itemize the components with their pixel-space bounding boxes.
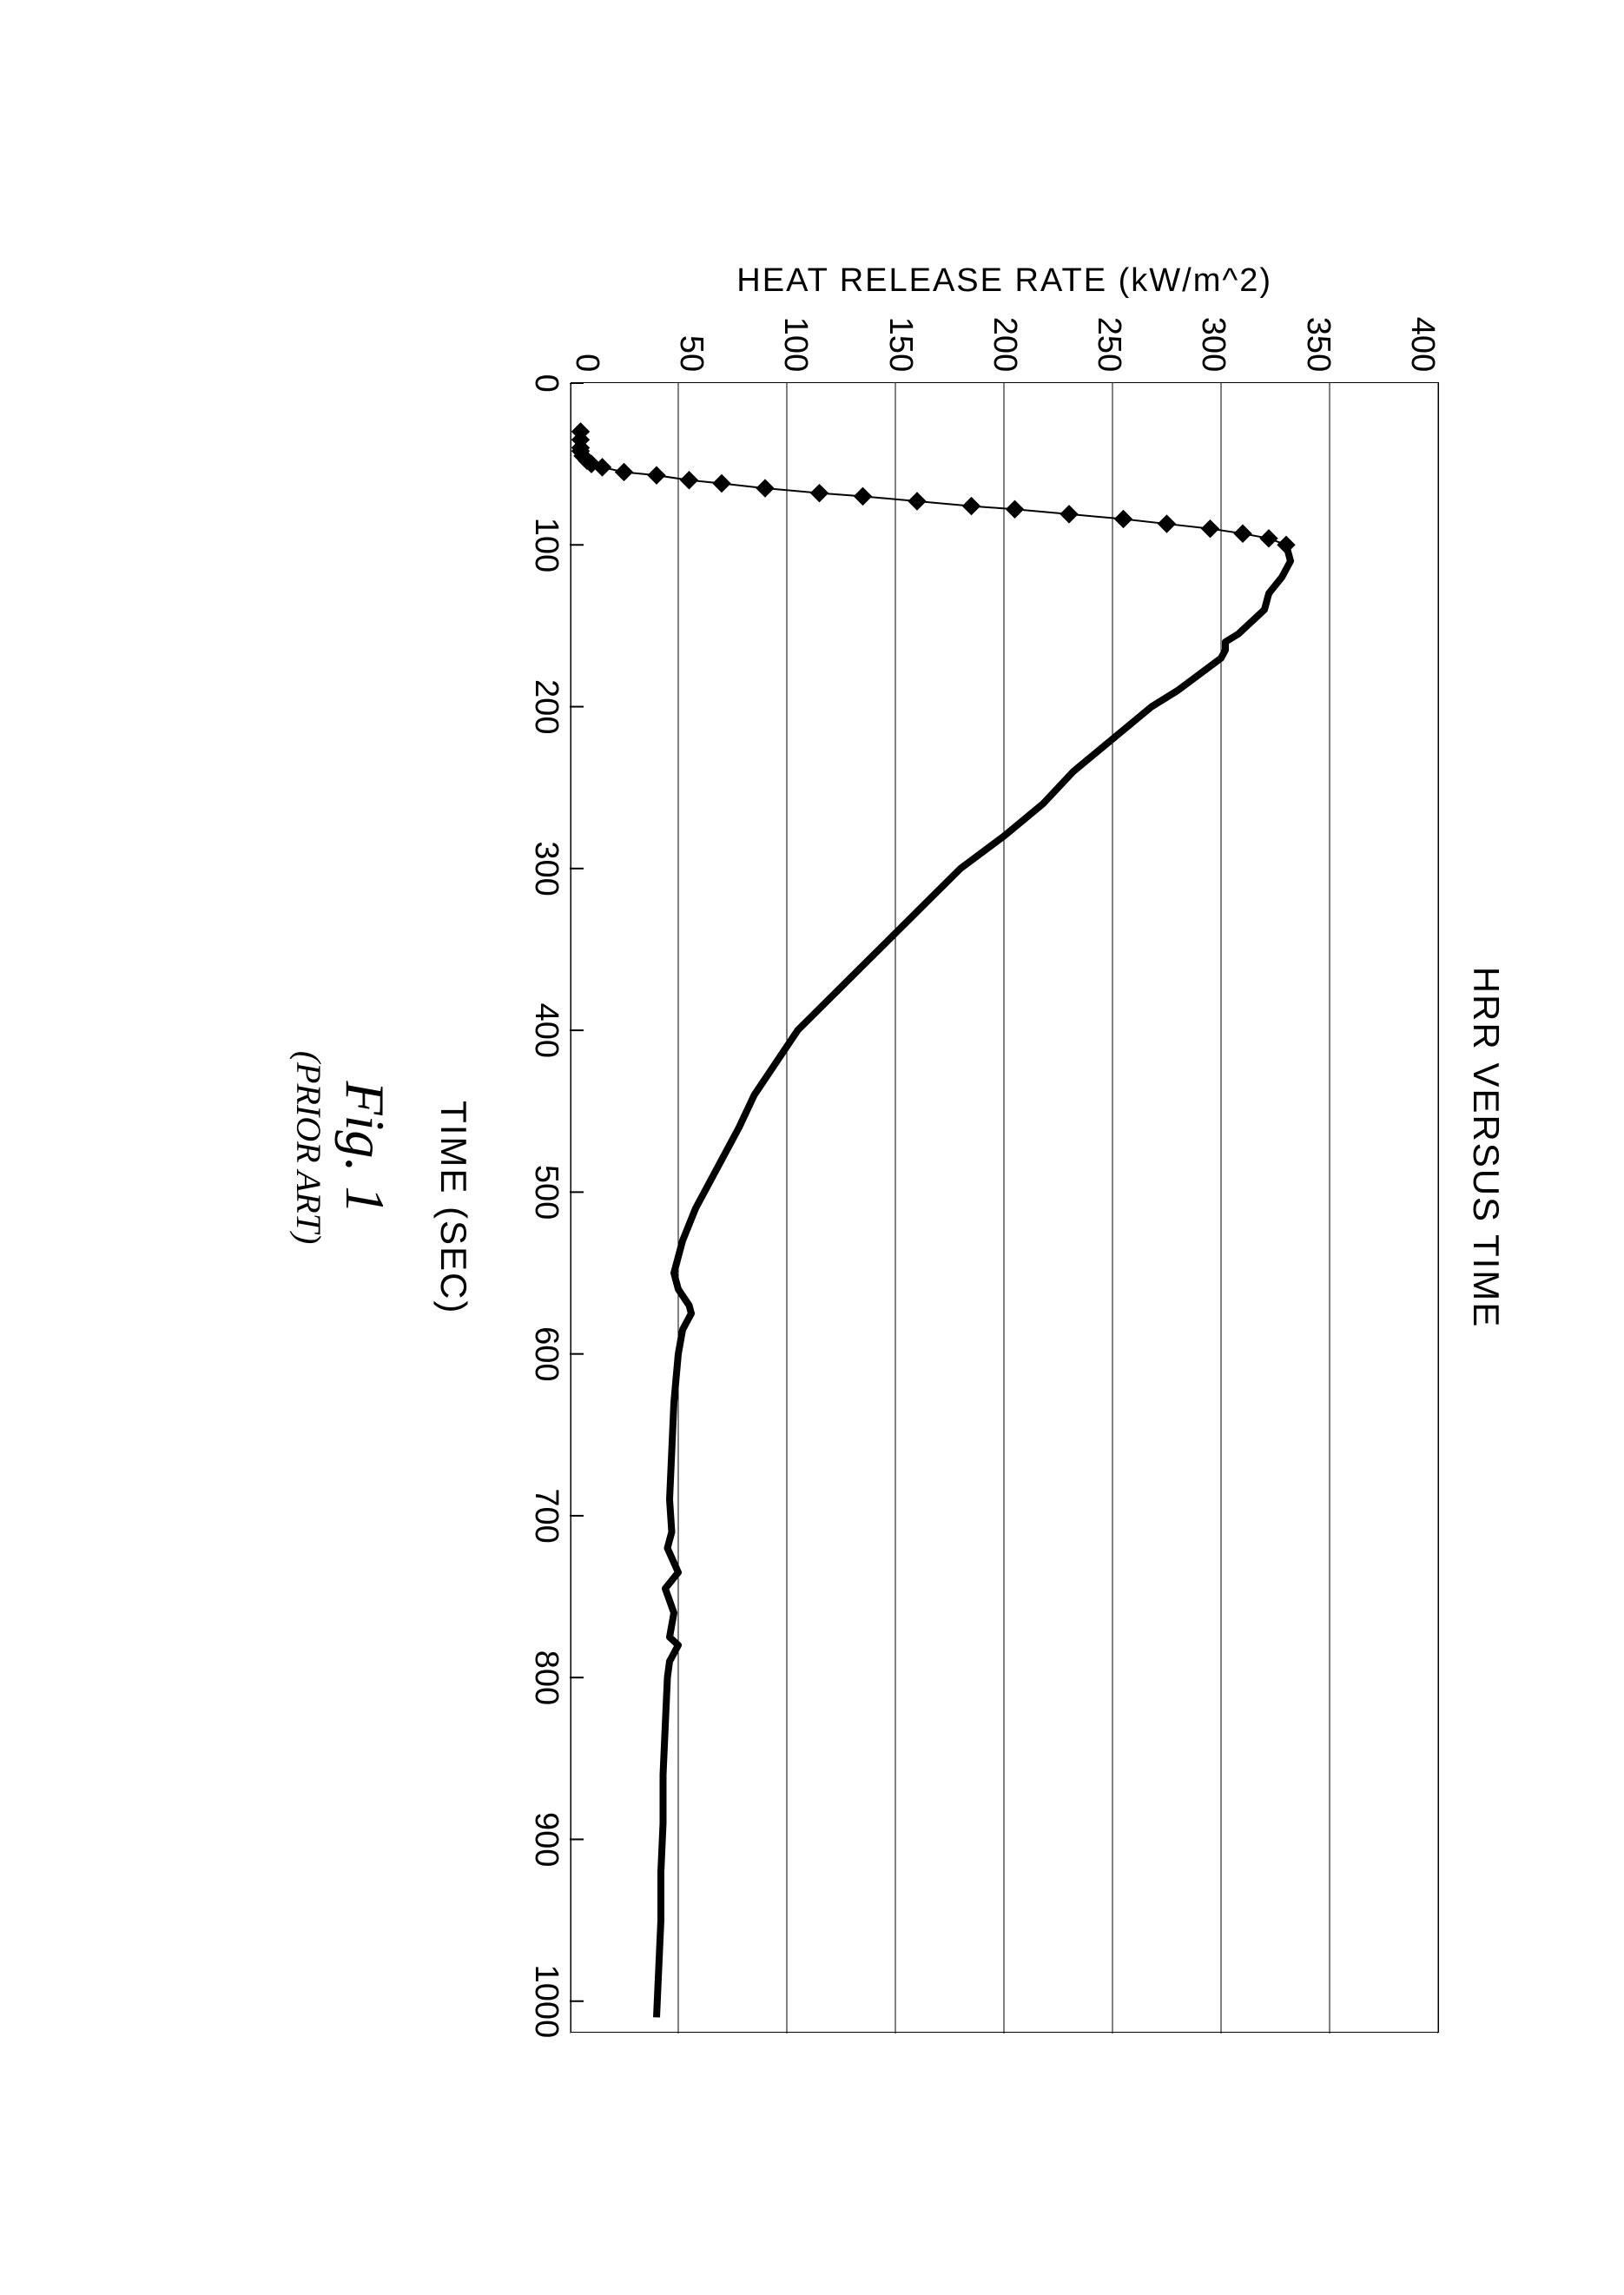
- x-tick: 300: [530, 841, 563, 896]
- chart-rotated-container: HRR VERSUS TIME HEAT RELEASE RATE (kW/m^…: [117, 105, 1507, 2190]
- y-tick: 400: [1406, 317, 1439, 372]
- x-tick: 900: [530, 1812, 563, 1867]
- chart-svg: [570, 383, 1438, 2034]
- x-tick: 400: [530, 1003, 563, 1058]
- plot-area: 01002003004005006007008009001000 TIME (S…: [571, 382, 1439, 2033]
- y-tick: 250: [1093, 317, 1126, 372]
- y-tick: 50: [675, 335, 708, 372]
- chart-title: HRR VERSUS TIME: [1465, 967, 1507, 1329]
- x-tick: 700: [530, 1488, 563, 1543]
- page: HRR VERSUS TIME HEAT RELEASE RATE (kW/m^…: [0, 0, 1624, 2295]
- figure-note: (PRIOR ART): [288, 1051, 329, 1245]
- y-tick: 100: [780, 317, 813, 372]
- figure-caption: Fig. 1 (PRIOR ART): [288, 1051, 397, 1245]
- x-tick: 200: [530, 679, 563, 734]
- x-tick: 500: [530, 1165, 563, 1220]
- plot-with-yticks: 400 350 300 250 200 150 100 50 0 010020030040050…: [571, 317, 1439, 2033]
- y-tick: 350: [1302, 317, 1335, 372]
- y-tick-labels: 400 350 300 250 200 150 100 50 0: [571, 317, 1439, 372]
- x-tick: 100: [530, 518, 563, 572]
- chart-wrapper: HEAT RELEASE RATE (kW/m^2) 400 350 300 250 2…: [571, 262, 1439, 2033]
- y-tick: 0: [571, 354, 604, 372]
- figure-number: Fig. 1: [333, 1051, 397, 1245]
- x-tick-labels: 01002003004005006007008009001000: [519, 383, 563, 2032]
- x-tick: 0: [530, 374, 563, 393]
- x-tick: 600: [530, 1326, 563, 1381]
- y-axis-label: HEAT RELEASE RATE (kW/m^2): [737, 262, 1273, 300]
- x-tick: 1000: [530, 1965, 563, 2039]
- x-axis-label: TIME (SEC): [432, 1101, 474, 1314]
- y-tick: 150: [884, 317, 917, 372]
- y-tick: 200: [988, 317, 1021, 372]
- x-tick: 800: [530, 1650, 563, 1705]
- y-tick: 300: [1198, 317, 1231, 372]
